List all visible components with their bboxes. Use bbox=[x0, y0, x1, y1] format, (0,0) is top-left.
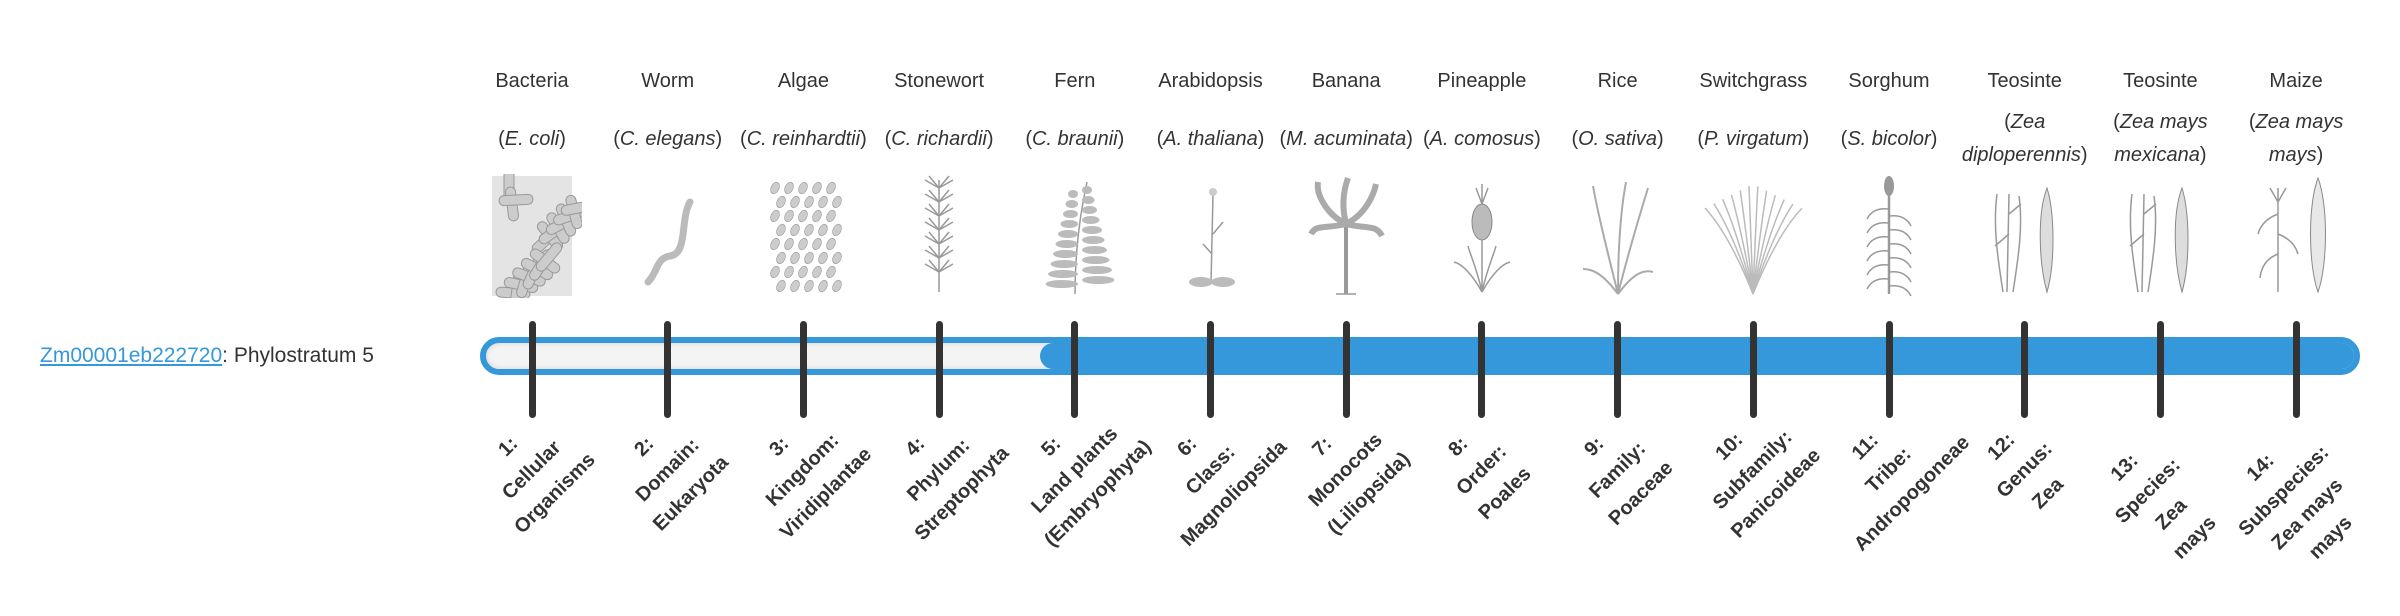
organism-common-name: Switchgrass bbox=[1699, 70, 1808, 92]
organism-common-name: Bacteria bbox=[495, 70, 569, 92]
stratum-tick-marker bbox=[528, 321, 536, 418]
species-italic: P. virgatum bbox=[1704, 127, 1803, 150]
worm-icon bbox=[618, 174, 718, 298]
species-italic: C. reinhardtii bbox=[746, 127, 861, 150]
phylostratum-text: : Phylostratum 5 bbox=[222, 344, 374, 367]
species-italic: O. sativa bbox=[1578, 127, 1658, 150]
organism-species-name: (Zea diploperennis) bbox=[1961, 111, 2088, 166]
gene-phylostratum-label: Zm00001eb222720: Phylostratum 5 bbox=[40, 341, 374, 371]
organism-common-name: Sorghum bbox=[1848, 70, 1930, 92]
stratum-tick-marker bbox=[1478, 321, 1486, 418]
stratum-tick-marker bbox=[2021, 321, 2029, 418]
algae-icon bbox=[753, 174, 853, 298]
species-italic: A. thaliana bbox=[1163, 127, 1258, 150]
species-italic: Zea diploperennis bbox=[1961, 111, 2081, 166]
organism-species-name: (Zea mays mays) bbox=[2248, 111, 2344, 166]
species-italic: M. acuminata bbox=[1286, 127, 1407, 150]
organism-species-name: (C. elegans) bbox=[613, 127, 723, 150]
maize-icon bbox=[2246, 174, 2346, 298]
species-italic: Zea mays mays bbox=[2255, 111, 2344, 166]
species-italic: C. braunii bbox=[1031, 127, 1118, 150]
species-italic: A. comosus bbox=[1429, 127, 1535, 150]
species-italic: S. bicolor bbox=[1847, 127, 1931, 150]
organism-common-name: Worm bbox=[641, 70, 695, 92]
organism-common-name: Stonewort bbox=[894, 70, 985, 92]
banana-icon bbox=[1296, 174, 1396, 298]
organism-common-name: Fern bbox=[1054, 70, 1096, 92]
phylostratum-progress-fill bbox=[1040, 343, 2354, 369]
organism-common-name: Algae bbox=[777, 70, 829, 92]
organism-species-name: (C. richardii) bbox=[884, 127, 994, 150]
phylostratum-progress-bar bbox=[480, 337, 2360, 375]
switchgrass-icon bbox=[1703, 174, 1803, 298]
organism-common-name: Banana bbox=[1311, 70, 1381, 92]
stonewort-icon bbox=[889, 174, 989, 298]
stratum-tick-marker bbox=[1749, 321, 1757, 418]
bacteria-icon bbox=[482, 169, 596, 307]
organism-common-name: Pineapple bbox=[1437, 70, 1527, 92]
species-italic: C. elegans bbox=[619, 127, 716, 150]
teosinte-icon bbox=[2110, 174, 2210, 298]
organism-species-name: (S. bicolor) bbox=[1840, 127, 1938, 150]
organism-species-name: (Zea mays mexicana) bbox=[2113, 111, 2208, 166]
organism-species-name: (E. coli) bbox=[498, 127, 566, 150]
organism-species-name: (C. reinhardtii) bbox=[740, 127, 867, 150]
organism-species-name: (P. virgatum) bbox=[1697, 127, 1810, 150]
species-italic: Zea mays mexicana bbox=[2114, 111, 2208, 166]
organism-species-name: (C. braunii) bbox=[1025, 127, 1125, 150]
stratum-tick-marker bbox=[935, 321, 943, 418]
organism-species-name: (O. sativa) bbox=[1571, 127, 1664, 150]
organism-species-name: (A. comosus) bbox=[1422, 127, 1541, 150]
organism-common-name: Teosinte bbox=[1987, 70, 2062, 92]
organism-species-name: (A. thaliana) bbox=[1156, 127, 1265, 150]
arabidopsis-icon bbox=[1161, 174, 1261, 298]
stratum-tick-marker bbox=[1614, 321, 1622, 418]
rice-icon bbox=[1568, 174, 1668, 298]
stratum-tick-marker bbox=[2156, 321, 2164, 418]
pineapple-icon bbox=[1432, 174, 1532, 298]
stratum-tick-marker bbox=[1885, 321, 1893, 418]
stratum-tick-marker bbox=[1342, 321, 1350, 418]
species-italic: C. richardii bbox=[891, 127, 987, 150]
stratum-tick-marker bbox=[799, 321, 807, 418]
stratum-tick-marker bbox=[1207, 321, 1214, 418]
organism-common-name: Rice bbox=[1597, 70, 1638, 92]
gene-id-link[interactable]: Zm00001eb222720 bbox=[40, 344, 223, 367]
stratum-tick-marker bbox=[1071, 321, 1079, 418]
species-italic: E. coli bbox=[504, 127, 560, 150]
stratum-tick-marker bbox=[2292, 321, 2300, 418]
sorghum-icon bbox=[1839, 174, 1939, 298]
stratum-tick-marker bbox=[664, 321, 672, 418]
organism-species-name: (M. acuminata) bbox=[1279, 127, 1413, 150]
fern-icon bbox=[1025, 174, 1125, 298]
organism-common-name: Arabidopsis bbox=[1158, 70, 1263, 92]
organism-common-name: Teosinte bbox=[2123, 70, 2198, 92]
organism-common-name: Maize bbox=[2269, 70, 2323, 92]
teosinte-icon bbox=[1975, 174, 2075, 298]
